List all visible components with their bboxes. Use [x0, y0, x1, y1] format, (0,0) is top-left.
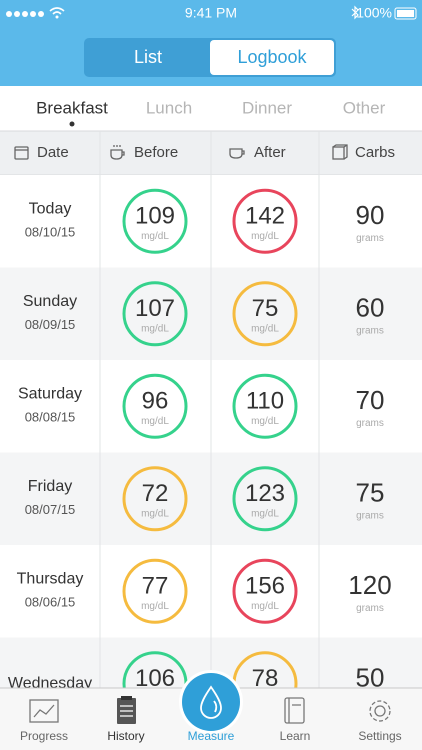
selected-indicator [69, 121, 75, 127]
reading-ring [232, 558, 298, 624]
segment-option[interactable]: Logbook [237, 47, 307, 67]
calendar-icon [14, 146, 29, 160]
carbs-unit: grams [356, 325, 384, 336]
history-icon [117, 696, 136, 724]
row-day: Saturday [18, 385, 82, 402]
reading-value: 109 [135, 203, 175, 230]
status-battery: 100% [356, 5, 392, 21]
signal-icon [6, 11, 44, 17]
tab-bar: Progress History Measure Learn Settings [0, 670, 422, 750]
column-header: Date [37, 144, 69, 161]
reading-value: 72 [142, 480, 169, 507]
reading-value: 107 [135, 295, 175, 322]
carbs-unit: grams [356, 233, 384, 244]
tab-item[interactable]: Measure [188, 729, 235, 743]
meal-tab[interactable]: Breakfast [36, 98, 108, 117]
carbs-unit: grams [356, 418, 384, 429]
reading-ring [232, 281, 298, 347]
battery-icon [394, 7, 417, 20]
reading-ring [122, 558, 188, 624]
reading-ring [122, 188, 188, 254]
wifi-icon-dot [55, 15, 59, 19]
segment-option[interactable]: List [134, 47, 162, 67]
progress-icon [29, 699, 59, 723]
row-day: Friday [28, 478, 72, 495]
reading-unit: mg/dL [141, 323, 169, 334]
reading-unit: mg/dL [141, 508, 169, 519]
row-date: 08/09/15 [25, 317, 76, 332]
carbs-value: 70 [356, 385, 385, 415]
meal-tab[interactable]: Dinner [242, 98, 292, 117]
meal-tab[interactable]: Lunch [146, 98, 192, 117]
drop-icon [200, 685, 222, 719]
reading-unit: mg/dL [251, 416, 279, 427]
carbs-value: 120 [348, 570, 391, 600]
bluetooth-icon [351, 5, 359, 20]
reading-ring [232, 466, 298, 532]
measure-button [182, 673, 240, 731]
cup-icon [229, 148, 245, 159]
column-header: Carbs [355, 144, 395, 161]
reading-ring [122, 281, 188, 347]
column-header: After [254, 144, 286, 161]
reading-unit: mg/dL [141, 231, 169, 242]
column-headers: Date Before After Carbs [14, 144, 395, 161]
row-day: Sunday [23, 293, 77, 310]
reading-value: 123 [245, 480, 285, 507]
reading-value: 142 [245, 203, 285, 230]
settings-icon [369, 700, 391, 722]
reading-value: 156 [245, 573, 285, 600]
status-time: 9:41 PM [185, 5, 237, 21]
row-date: 08/06/15 [25, 595, 76, 610]
reading-unit: mg/dL [141, 416, 169, 427]
carbs-value: 90 [356, 200, 385, 230]
tab-item[interactable]: Learn [280, 729, 311, 743]
meal-tab[interactable]: Other [343, 98, 386, 117]
reading-unit: mg/dL [251, 323, 279, 334]
carbs-value: 75 [356, 478, 385, 508]
tab-item[interactable]: Settings [358, 729, 401, 743]
carbs-unit: grams [356, 603, 384, 614]
learn-icon [284, 697, 305, 724]
reading-ring [122, 373, 188, 439]
wifi-icon [49, 7, 65, 15]
carbs-unit: grams [356, 510, 384, 521]
reading-ring [232, 373, 298, 439]
carbs-value: 60 [356, 293, 385, 323]
reading-unit: mg/dL [141, 601, 169, 612]
reading-ring [122, 466, 188, 532]
battery-level [397, 10, 414, 17]
reading-unit: mg/dL [251, 231, 279, 242]
row-date: 08/08/15 [25, 410, 76, 425]
reading-value: 96 [142, 388, 169, 415]
tab-item[interactable]: History [107, 729, 144, 743]
box-icon [332, 144, 348, 160]
reading-unit: mg/dL [251, 508, 279, 519]
hot-cup-icon [110, 145, 125, 160]
column-header: Before [134, 144, 178, 161]
segment-highlight [210, 40, 334, 75]
reading-ring [232, 188, 298, 254]
reading-unit: mg/dL [251, 601, 279, 612]
reading-value: 110 [246, 388, 284, 415]
reading-value: 77 [142, 573, 169, 600]
row-date: 08/07/15 [25, 502, 76, 517]
row-day: Today [29, 200, 72, 217]
reading-value: 75 [252, 295, 279, 322]
row-date: 08/10/15 [25, 225, 76, 240]
tab-item[interactable]: Progress [20, 729, 68, 743]
row-day: Thursday [17, 570, 84, 587]
